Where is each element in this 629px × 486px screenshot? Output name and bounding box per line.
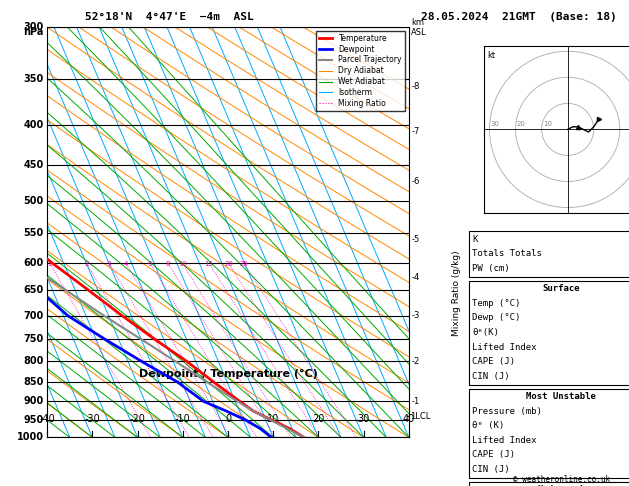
Text: 350: 350 <box>23 74 43 84</box>
Text: 25: 25 <box>240 260 248 266</box>
Text: -40: -40 <box>39 414 55 423</box>
Text: 950: 950 <box>23 415 43 425</box>
Text: 650: 650 <box>23 285 43 295</box>
Text: -20: -20 <box>130 414 145 423</box>
Text: 30: 30 <box>357 414 370 423</box>
Text: km
ASL: km ASL <box>411 17 426 37</box>
Text: 900: 900 <box>23 397 43 406</box>
Text: 10: 10 <box>178 260 187 266</box>
Text: Surface: Surface <box>543 284 580 293</box>
Text: 15: 15 <box>204 260 213 266</box>
Text: © weatheronline.co.uk: © weatheronline.co.uk <box>513 474 610 484</box>
Text: 750: 750 <box>23 334 43 344</box>
Text: 1000: 1000 <box>16 433 43 442</box>
Text: 20: 20 <box>312 414 325 423</box>
Text: 1LCL: 1LCL <box>410 412 431 421</box>
Text: 0: 0 <box>225 414 231 423</box>
Text: Most Unstable: Most Unstable <box>526 392 596 401</box>
Text: -1: -1 <box>411 397 420 406</box>
Text: CAPE (J): CAPE (J) <box>472 357 515 366</box>
Text: -5: -5 <box>411 235 420 244</box>
Text: 4: 4 <box>124 260 128 266</box>
Text: 28.05.2024  21GMT  (Base: 18): 28.05.2024 21GMT (Base: 18) <box>421 12 617 22</box>
Text: -2: -2 <box>411 357 420 366</box>
Text: Mixing Ratio (g/kg): Mixing Ratio (g/kg) <box>452 251 460 336</box>
Text: 1: 1 <box>48 260 52 266</box>
Text: 20: 20 <box>517 121 526 127</box>
Text: K: K <box>472 235 478 243</box>
Text: 20: 20 <box>224 260 233 266</box>
Text: Lifted Index: Lifted Index <box>472 436 537 445</box>
Text: Dewp (°C): Dewp (°C) <box>472 313 521 322</box>
Text: 10: 10 <box>543 121 552 127</box>
Text: -30: -30 <box>84 414 100 423</box>
Text: -3: -3 <box>411 311 420 320</box>
Text: PW (cm): PW (cm) <box>472 264 510 273</box>
Text: 6: 6 <box>148 260 152 266</box>
Text: -7: -7 <box>411 127 420 136</box>
Text: 700: 700 <box>23 311 43 321</box>
Text: 40: 40 <box>403 414 415 423</box>
Text: Temp (°C): Temp (°C) <box>472 299 521 308</box>
Text: 450: 450 <box>23 160 43 170</box>
Text: kt: kt <box>487 51 495 60</box>
Text: 800: 800 <box>23 356 43 366</box>
Text: CIN (J): CIN (J) <box>472 465 510 474</box>
Text: -6: -6 <box>411 177 420 186</box>
Text: Lifted Index: Lifted Index <box>472 343 537 351</box>
Text: 2: 2 <box>84 260 89 266</box>
Text: 500: 500 <box>23 196 43 206</box>
Text: 8: 8 <box>166 260 170 266</box>
Text: Dewpoint / Temperature (°C): Dewpoint / Temperature (°C) <box>138 369 318 379</box>
Text: CAPE (J): CAPE (J) <box>472 451 515 459</box>
Text: 550: 550 <box>23 228 43 239</box>
Text: 400: 400 <box>23 120 43 130</box>
Text: hPa: hPa <box>23 27 43 37</box>
Text: CIN (J): CIN (J) <box>472 372 510 381</box>
Text: 850: 850 <box>23 377 43 387</box>
Text: θᵉ (K): θᵉ (K) <box>472 421 504 430</box>
Text: 3: 3 <box>107 260 111 266</box>
Text: 300: 300 <box>23 22 43 32</box>
Text: 600: 600 <box>23 258 43 268</box>
Legend: Temperature, Dewpoint, Parcel Trajectory, Dry Adiabat, Wet Adiabat, Isotherm, Mi: Temperature, Dewpoint, Parcel Trajectory… <box>316 31 405 111</box>
Text: Pressure (mb): Pressure (mb) <box>472 407 542 416</box>
Text: 30: 30 <box>491 121 500 127</box>
Text: 52°18'N  4°47'E  −4m  ASL: 52°18'N 4°47'E −4m ASL <box>85 12 253 22</box>
Text: -8: -8 <box>411 82 420 90</box>
Text: 10: 10 <box>267 414 279 423</box>
Text: -4: -4 <box>411 273 420 281</box>
Text: θᵉ(K): θᵉ(K) <box>472 328 499 337</box>
Text: Totals Totals: Totals Totals <box>472 249 542 258</box>
Text: -10: -10 <box>175 414 191 423</box>
